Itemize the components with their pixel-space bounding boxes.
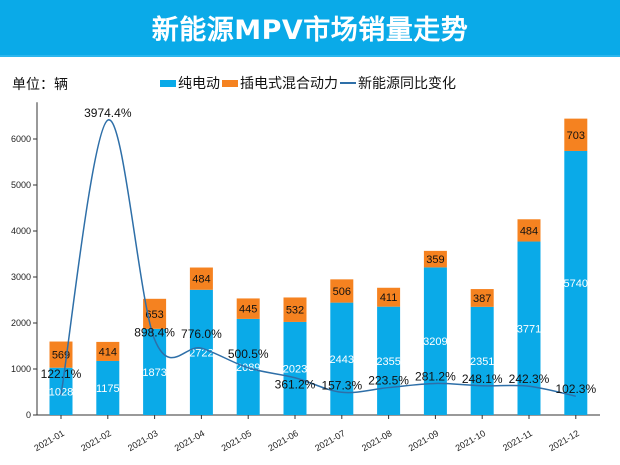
y-tick-label: 1000 [11,364,31,374]
data-label-phev: 484 [520,225,538,237]
data-label-yoy: 223.5% [368,374,409,388]
y-tick-label: 2000 [11,318,31,328]
legend-label: 纯电动 [178,76,220,92]
data-label-phev: 532 [286,305,304,317]
data-label-bev: 2023 [283,363,307,375]
legend-item-bev: 纯电动 [160,73,220,93]
bar-phev [517,219,541,242]
bar-phev [377,287,401,307]
bar-phev [564,118,588,151]
legend-swatch-yoy [340,82,356,84]
data-label-yoy: 281.2% [415,369,456,383]
unit-label: 单位：辆 [12,77,68,93]
data-label-bev: 1873 [142,367,166,379]
data-label-bev: 1175 [96,383,120,395]
y-tick-label: 3000 [11,272,31,282]
bar-bev [517,241,541,415]
y-tick-label: 4000 [11,226,31,236]
legend: 纯电动 插电式混合动力 新能源同比变化 [160,73,458,93]
bar-phev [423,250,447,268]
x-tick-label: 2021-11 [501,428,534,453]
title-banner: 新能源MPV市场销量走势 [0,0,620,57]
data-label-bev: 5740 [564,278,588,290]
x-tick-label: 2021-01 [32,428,66,453]
data-label-yoy: 102.3% [555,382,596,396]
bar-bev [423,267,447,415]
bar-phev [96,341,120,361]
data-label-phev: 411 [380,292,398,304]
legend-swatch-bev [160,79,176,87]
x-tick-label: 2021-12 [547,428,581,453]
x-tick-label: 2021-08 [360,428,394,453]
data-label-yoy: 122.1% [41,367,82,381]
legend-label: 新能源同比变化 [358,76,456,92]
bar-phev [236,298,260,319]
data-label-bev: 3209 [423,336,447,348]
data-label-phev: 703 [567,130,585,142]
data-label-phev: 445 [239,304,257,316]
bar-phev [49,341,73,368]
x-tick-label: 2021-04 [173,428,207,453]
bar-bev [470,306,494,415]
y-tick-label: 6000 [11,134,31,144]
data-label-phev: 414 [99,346,117,358]
x-tick-label: 2021-06 [266,428,300,453]
bar-bev [564,150,588,415]
data-label-yoy: 242.3% [509,372,550,386]
data-label-phev: 653 [145,309,163,321]
bar-bev [96,360,120,415]
x-tick-label: 2021-10 [454,428,488,453]
data-label-phev: 387 [473,293,491,305]
bar-phev [470,289,494,307]
data-label-yoy: 898.4% [134,325,175,339]
data-label-bev: 3771 [517,323,541,335]
data-label-yoy: 500.5% [228,347,269,361]
data-label-phev: 506 [333,286,351,298]
x-tick-label: 2021-07 [313,428,347,453]
legend-item-phev: 插电式混合动力 [222,73,338,93]
data-label-bev: 2443 [330,354,354,366]
bar-bev [189,289,213,415]
bar-phev [330,279,354,303]
x-tick-label: 2021-02 [79,428,113,453]
legend-item-yoy: 新能源同比变化 [340,73,456,93]
data-label-yoy: 776.0% [181,327,222,341]
x-tick-label: 2021-05 [220,428,254,453]
data-label-yoy: 3974.4% [84,106,132,120]
data-label-phev: 359 [426,254,444,266]
data-label-bev: 2351 [470,356,494,368]
data-label-phev: 484 [192,274,210,286]
chart-title: 新能源MPV市场销量走势 [151,15,469,46]
data-label-bev: 2355 [376,356,400,368]
bar-bev [283,321,307,415]
bar-bev [236,318,260,415]
data-label-yoy: 248.1% [462,372,503,386]
bar-phev [283,297,307,322]
y-tick-label: 0 [26,410,31,420]
bar-bev [330,302,354,415]
y-tick-label: 5000 [11,180,31,190]
legend-label: 插电式混合动力 [240,76,338,92]
data-label-yoy: 361.2% [275,378,316,392]
bar-phev [189,267,213,290]
x-tick-label: 2021-03 [126,428,160,453]
legend-swatch-phev [222,79,238,87]
yoy-line [60,119,576,397]
data-label-yoy: 157.3% [321,378,362,392]
x-tick-label: 2021-09 [407,428,441,453]
